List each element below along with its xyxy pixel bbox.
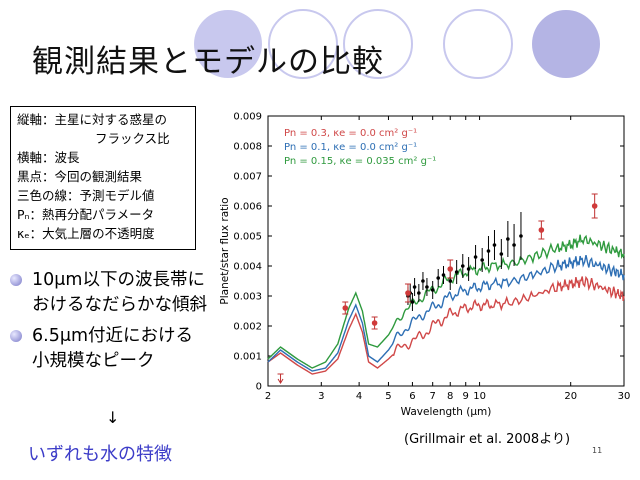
obs-point (430, 288, 435, 292)
page-number: 11 (592, 446, 603, 455)
y-tick-label: 0.003 (233, 292, 262, 303)
legend-line-ylabel: 縦軸：主星に対する惑星の (17, 112, 168, 127)
photometry-point (447, 266, 454, 272)
legend-line-points: 黒点：今回の観測結果 (17, 169, 143, 184)
legend-line-pn: Pₙ：熱再分配パラメータ (17, 207, 155, 222)
x-tick-label: 30 (618, 391, 631, 402)
model-line (267, 255, 625, 372)
photometry-point (342, 305, 349, 311)
x-axis-label: Wavelength (μm) (401, 406, 492, 418)
decorative-circles (194, 9, 600, 79)
obs-point (519, 234, 523, 238)
upper-limit-arrow-icon (277, 378, 284, 384)
obs-point (466, 267, 471, 271)
x-tick-label: 6 (409, 391, 415, 402)
bullet-icon (10, 330, 22, 342)
y-tick-label: 0.006 (233, 202, 262, 213)
photometry-point (591, 203, 598, 209)
slide-title: 観測結果とモデルの比較 (32, 44, 384, 80)
x-tick-label: 4 (356, 391, 362, 402)
obs-point (448, 279, 453, 283)
bullet-list: 10μm以下の波長帯におけるなだらかな傾斜 6.5μm付近における小規模なピーク (10, 268, 210, 380)
model-line (267, 275, 625, 375)
axis-legend-box: 縦軸：主星に対する惑星の フラックス比 横軸：波長 黒点：今回の観測結果 三色の… (10, 106, 196, 250)
legend-line-ylabel-cont: フラックス比 (95, 131, 170, 146)
photometry-point (371, 320, 378, 326)
legend-entry: Pn = 0.15, κe = 0.035 cm² g⁻¹ (284, 156, 436, 167)
y-tick-label: 0.004 (233, 262, 262, 273)
obs-point (492, 243, 497, 247)
x-tick-label: 3 (318, 391, 324, 402)
legend-line-xlabel: 横軸：波長 (17, 150, 80, 165)
obs-point (473, 255, 478, 259)
bullet-text: 10μm以下の波長帯におけるなだらかな傾斜 (32, 270, 207, 315)
obs-point (499, 252, 504, 256)
down-arrow-icon: ↓ (106, 408, 120, 427)
y-tick-label: 0.009 (233, 112, 262, 123)
obs-point (410, 300, 415, 304)
decorative-circle (343, 9, 413, 79)
decorative-circle (443, 9, 513, 79)
y-tick-label: 0.007 (233, 172, 262, 183)
x-tick-label: 7 (430, 391, 436, 402)
obs-point (454, 270, 459, 274)
obs-point (486, 249, 491, 253)
legend-entry: Pn = 0.1, κe = 0.0 cm² g⁻¹ (284, 142, 417, 153)
citation-text: (Grillmair et al. 2008より) (404, 432, 571, 447)
obs-point (421, 279, 425, 283)
y-tick-label: 0.008 (233, 142, 262, 153)
legend-entry: Pn = 0.3, κe = 0.0 cm² g⁻¹ (284, 128, 417, 139)
y-tick-label: 0.002 (233, 322, 262, 333)
decorative-circle (194, 10, 262, 78)
legend-line-models: 三色の線：予測モデル値 (17, 188, 155, 203)
bullet-icon (10, 274, 22, 286)
obs-point (460, 264, 465, 268)
plot-frame (267, 115, 625, 387)
obs-point (506, 237, 510, 241)
x-tick-label: 8 (447, 391, 453, 402)
model-line (267, 234, 625, 369)
y-tick-label: 0 (256, 382, 262, 393)
photometry-point (538, 227, 545, 233)
x-tick-label: 5 (385, 391, 391, 402)
decorative-circle (532, 10, 600, 78)
obs-point (512, 243, 516, 247)
y-tick-label: 0.005 (233, 232, 262, 243)
obs-point (412, 285, 417, 289)
x-tick-label: 20 (564, 391, 577, 402)
decorative-circle (268, 9, 338, 79)
obs-point (436, 276, 441, 280)
y-axis-label: Planet/star flux ratio (219, 197, 231, 304)
x-tick-label: 10 (473, 391, 486, 402)
obs-point (480, 258, 484, 262)
y-tick-label: 0.001 (233, 352, 262, 363)
bullet-text: 6.5μm付近における小規模なピーク (32, 326, 194, 371)
x-tick-label: 9 (463, 391, 469, 402)
obs-point (425, 285, 429, 289)
legend-line-ke: κₑ：大気上層の不透明度 (17, 226, 155, 241)
obs-point (417, 291, 421, 295)
x-tick-label: 2 (265, 391, 271, 402)
conclusion-text: いずれも水の特徴 (28, 444, 172, 465)
bullet-item: 6.5μm付近における小規模なピーク (10, 324, 210, 374)
bullet-item: 10μm以下の波長帯におけるなだらかな傾斜 (10, 268, 210, 318)
obs-point (441, 273, 446, 277)
photometry-point (405, 290, 411, 296)
